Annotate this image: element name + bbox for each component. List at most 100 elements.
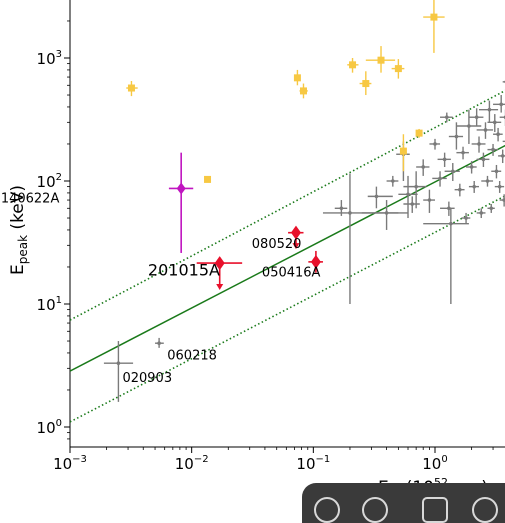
y-tick-exp: 3: [56, 49, 62, 60]
gray-point-marker: [384, 211, 389, 215]
plot-area: [70, 0, 505, 423]
red-point-marker: [310, 254, 321, 269]
red-upper-limit-arrow: [292, 243, 300, 250]
gray-point-marker: [502, 198, 505, 202]
axes: [69, 0, 505, 448]
gray-series: [103, 80, 505, 402]
gray-point-marker: [438, 176, 442, 181]
y-tick-exp: 0: [56, 418, 62, 429]
magenta-point-marker: [176, 182, 186, 195]
gray-point-marker: [406, 192, 410, 197]
yellow-point-marker: [377, 56, 385, 64]
gray-point-marker: [458, 187, 462, 192]
gray-point-marker: [469, 165, 474, 169]
gray-point-marker: [410, 202, 415, 206]
grb-label: 050416A: [262, 265, 321, 280]
x-tick-label: 10−2: [175, 454, 209, 473]
home-button[interactable]: [314, 497, 340, 523]
grb-label: 060218: [167, 348, 217, 363]
gray-point-marker: [339, 206, 344, 211]
red-point-marker: [290, 225, 301, 240]
y-tick-label: 101: [37, 295, 62, 314]
gray-point-marker: [421, 165, 426, 169]
gray-point-marker: [467, 124, 471, 128]
grb-label: 020903: [122, 371, 172, 386]
plot-toolbar: [302, 483, 505, 523]
gray-point-marker: [391, 179, 395, 183]
gray-point-marker: [499, 102, 503, 107]
y-axis-title-rest: (keV): [8, 185, 28, 235]
magenta-series: [168, 152, 194, 253]
y-tick-base: 10: [37, 419, 56, 437]
yellow-point-marker: [349, 61, 357, 69]
y-tick-exp: 2: [56, 172, 62, 183]
red-upper-limit-arrow: [216, 283, 224, 290]
gray-point-marker: [485, 179, 490, 183]
gray-point-marker: [489, 206, 494, 211]
x-tick-label: 100: [422, 454, 447, 473]
gray-point-marker: [487, 107, 492, 112]
gray-point-marker: [414, 184, 418, 189]
x-tick-label: 10−3: [53, 454, 87, 473]
fit-lines: [70, 89, 505, 423]
x-tick-exp: 0: [441, 454, 447, 465]
gray-point-marker: [494, 169, 499, 174]
x-tick-base: 10: [175, 455, 194, 473]
yellow-point-marker: [293, 74, 301, 82]
gray-point-marker: [491, 147, 495, 152]
gray-point-marker: [116, 361, 121, 366]
x-tick-exp: −3: [72, 454, 87, 465]
gray-point-marker: [496, 132, 500, 137]
gray-point-marker: [492, 120, 497, 125]
gray-point-marker: [464, 216, 468, 220]
gray-point-marker: [450, 169, 455, 174]
y-tick-exp: 1: [56, 295, 62, 306]
zoom-button[interactable]: [362, 497, 388, 523]
grb-label: 080520: [252, 237, 302, 252]
yellow-point-marker: [299, 87, 307, 95]
grb-label: 140622A: [1, 191, 60, 206]
y-tick-base: 10: [37, 296, 56, 314]
yellow-point-marker: [204, 175, 212, 183]
y-axis-title: Epeak (keV): [8, 185, 30, 275]
fit-line: [70, 144, 505, 372]
x-tick-base: 10: [53, 455, 72, 473]
gray-point-marker: [157, 341, 161, 346]
yellow-point-marker: [362, 80, 370, 88]
gray-point-marker: [483, 128, 488, 132]
y-tick-base: 10: [37, 173, 56, 191]
gray-point-marker: [500, 154, 505, 158]
red-point-marker: [214, 256, 225, 271]
gray-point-marker: [472, 184, 477, 189]
save-button[interactable]: [422, 497, 448, 523]
gray-point-marker: [444, 115, 449, 120]
x-tick-label: 10−1: [296, 454, 330, 473]
x-tick-base: 10: [296, 455, 315, 473]
y-axis-title-sub: peak: [16, 235, 30, 264]
gray-point-marker: [447, 206, 451, 211]
x-tick-exp: −2: [194, 454, 209, 465]
yellow-point-marker: [415, 129, 423, 137]
pan-button[interactable]: [472, 497, 498, 523]
yellow-series: [126, 0, 445, 183]
gray-point-marker: [477, 142, 481, 146]
x-tick-exp: −1: [316, 454, 331, 465]
gray-point-marker: [442, 157, 447, 162]
gray-point-marker: [374, 194, 379, 199]
fit-upper-bound: [70, 89, 505, 321]
y-axis-title-main: E: [8, 264, 28, 275]
yellow-point-marker: [430, 13, 438, 21]
gray-point-marker: [449, 221, 453, 226]
fit-lower-bound: [70, 195, 505, 423]
y-tick-label: 103: [37, 49, 62, 68]
red-series: [196, 225, 323, 290]
gray-point-marker: [481, 157, 486, 162]
gray-point-marker: [474, 115, 479, 120]
y-tick-label: 100: [37, 418, 62, 437]
gray-point-marker: [348, 211, 352, 215]
yellow-point-marker: [394, 65, 402, 73]
yellow-point-marker: [127, 84, 135, 92]
gray-point-marker: [479, 211, 484, 215]
